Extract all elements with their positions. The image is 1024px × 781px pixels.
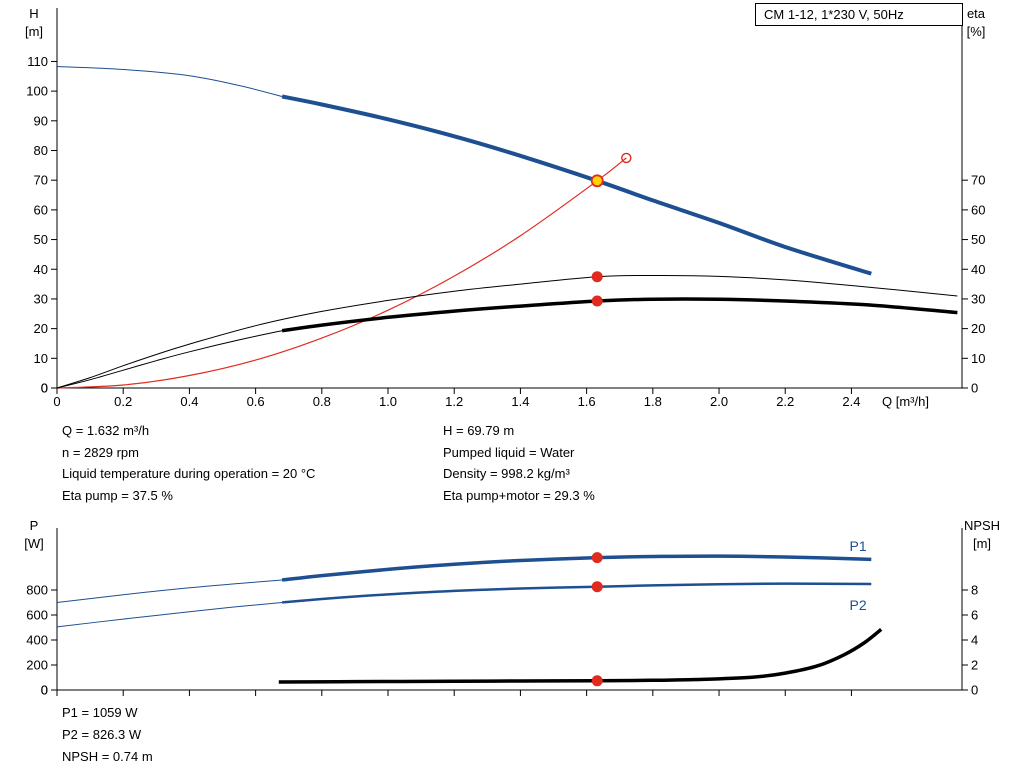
left-tick-label: 0 (41, 683, 48, 698)
left-tick-label: 70 (34, 173, 48, 188)
eta-pump-marker (591, 271, 603, 283)
info-speed: n = 2829 rpm (62, 444, 139, 460)
p1-curve-lead (56, 579, 283, 603)
right-tick-label: 30 (971, 291, 985, 306)
x-tick-label: 2.2 (776, 394, 794, 409)
right-tick-label: 40 (971, 262, 985, 277)
right-tick-label: 2 (971, 658, 978, 673)
right-tick-label: 20 (971, 321, 985, 336)
system-curve (56, 157, 627, 389)
operating-point-info-left: Q = 1.632 m³/h n = 2829 rpm Liquid tempe… (62, 420, 443, 507)
right-tick-label: 70 (971, 173, 985, 188)
info-liquid-temperature: Liquid temperature during operation = 20… (62, 466, 316, 482)
x-tick-label: 2.0 (710, 394, 728, 409)
right-tick-label: 60 (971, 202, 985, 217)
pump-model-box: CM 1-12, 1*230 V, 50Hz (755, 3, 963, 26)
left-tick-label: 40 (34, 262, 48, 277)
flow-axis-label: Q [m³/h] (882, 394, 929, 409)
x-tick-label: 0.2 (114, 394, 132, 409)
left-tick-label: 110 (27, 54, 48, 69)
left-tick-label: 200 (26, 658, 48, 673)
left-tick-label: 20 (34, 321, 48, 336)
info-eta-pump-motor: Eta pump+motor = 29.3 % (443, 488, 595, 504)
left-tick-label: 30 (34, 291, 48, 306)
p1-curve (281, 554, 872, 582)
eta-axis-label: eta [%] (958, 5, 994, 41)
info-density: Density = 998.2 kg/m³ (443, 466, 570, 482)
p1-label: P1 (850, 538, 867, 554)
left-tick-label: 50 (34, 232, 48, 247)
npsh-axis-unit: [m] (972, 536, 992, 551)
head-axis-symbol: H (29, 6, 39, 21)
p2-label: P2 (850, 597, 867, 613)
info-flow: Q = 1.632 m³/h (62, 423, 150, 438)
info-head: H = 69.79 m (443, 423, 515, 438)
right-tick-label: 8 (971, 583, 978, 598)
eta-pump-motor-marker (591, 295, 603, 307)
p2-curve-lead (56, 602, 283, 628)
operating-point-info-right: H = 69.79 m Pumped liquid = Water Densit… (443, 420, 595, 507)
target-duty-marker (621, 152, 632, 164)
eta-axis-symbol: eta (966, 6, 986, 21)
power-axis-symbol: P (29, 518, 39, 533)
left-tick-label: 10 (34, 351, 48, 366)
x-tick-label: 1.0 (379, 394, 397, 409)
eta-pump-motor-curve (281, 297, 958, 333)
x-tick-label: 0.4 (180, 394, 198, 409)
head-axis-label: H [m] (18, 5, 50, 41)
left-tick-label: 0 (41, 381, 48, 396)
npsh-marker (591, 675, 603, 687)
info-p1: P1 = 1059 W (62, 705, 138, 720)
info-eta-pump: Eta pump = 37.5 % (62, 488, 173, 504)
eta-axis-unit: [%] (966, 24, 986, 39)
left-tick-label: 800 (26, 583, 48, 598)
left-tick-label: 600 (26, 608, 48, 623)
x-tick-label: 1.2 (445, 394, 463, 409)
head-curve (281, 94, 872, 276)
left-tick-label: 0 (41, 683, 48, 698)
info-npsh: NPSH = 0.74 m (62, 749, 153, 764)
operating-point-marker (590, 174, 604, 188)
head-curve-lead (56, 66, 283, 97)
p2-curve (281, 582, 872, 604)
power-info: P1 = 1059 W P2 = 826.3 W NPSH = 0.74 m (62, 702, 153, 768)
left-tick-label: 90 (34, 113, 48, 128)
right-tick-label: 0 (971, 683, 978, 698)
left-tick-label: 100 (26, 84, 48, 99)
right-tick-label: 10 (971, 351, 985, 366)
left-tick-label: 60 (34, 202, 48, 217)
npsh-axis-label: NPSH [m] (956, 517, 1008, 553)
power-axis-label: P [W] (18, 517, 50, 553)
eta-pump-curve (56, 274, 958, 389)
eta-pump-motor-lead (56, 330, 283, 389)
head-axis-unit: [m] (24, 24, 44, 39)
pump-model-label: CM 1-12, 1*230 V, 50Hz (764, 7, 904, 22)
npsh-curve (278, 628, 883, 684)
info-p2: P2 = 826.3 W (62, 727, 142, 742)
x-tick-label: 0 (53, 394, 60, 409)
x-tick-label: 0.6 (247, 394, 265, 409)
x-tick-label: 1.8 (644, 394, 662, 409)
left-tick-label: 0 (41, 381, 48, 396)
x-tick-label: 0.8 (313, 394, 331, 409)
p1-marker (591, 552, 603, 564)
npsh-axis-symbol: NPSH (963, 518, 1001, 533)
info-pumped-liquid: Pumped liquid = Water (443, 444, 575, 460)
right-tick-label: 50 (971, 232, 985, 247)
right-tick-label: 0 (971, 381, 978, 396)
x-tick-label: 1.6 (578, 394, 596, 409)
right-tick-label: 4 (971, 633, 978, 648)
left-tick-label: 80 (34, 143, 48, 158)
p2-marker (591, 581, 603, 593)
right-tick-label: 6 (971, 608, 978, 623)
left-tick-label: 400 (26, 633, 48, 648)
x-tick-label: 1.4 (511, 394, 529, 409)
power-axis-unit: [W] (24, 536, 44, 551)
x-tick-label: 2.4 (842, 394, 860, 409)
operating-point-info: Q = 1.632 m³/h n = 2829 rpm Liquid tempe… (62, 420, 982, 507)
